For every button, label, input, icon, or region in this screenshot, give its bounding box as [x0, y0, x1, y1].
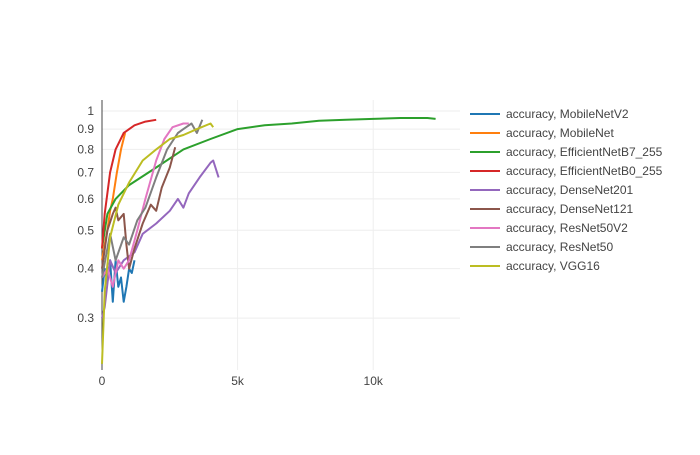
- series-line-resnet50v2: [101, 122, 189, 288]
- y-tick-label: 1: [87, 104, 94, 118]
- legend-swatch: [470, 150, 500, 153]
- legend-label: accuracy, ResNet50: [506, 239, 614, 254]
- legend-item[interactable]: accuracy, ResNet50V2: [470, 218, 662, 237]
- legend-label: accuracy, DenseNet201: [506, 182, 634, 197]
- x-tick-label: 0: [99, 374, 106, 388]
- series-line-densenet201: [101, 159, 220, 319]
- legend-label: accuracy, ResNet50V2: [506, 220, 628, 235]
- legend-item[interactable]: accuracy, MobileNet: [470, 123, 662, 142]
- x-tick-label: 5k: [231, 374, 245, 388]
- legend-swatch: [470, 226, 500, 229]
- legend: accuracy, MobileNetV2 accuracy, MobileNet…: [470, 104, 662, 275]
- legend-swatch: [470, 188, 500, 191]
- legend-swatch: [470, 264, 500, 267]
- legend-label: accuracy, MobileNetV2: [506, 106, 629, 121]
- legend-swatch: [470, 169, 500, 172]
- legend-item[interactable]: accuracy, EfficientNetB7_255: [470, 142, 662, 161]
- legend-item[interactable]: accuracy, ResNet50: [470, 237, 662, 256]
- legend-label: accuracy, VGG16: [506, 258, 600, 273]
- series-line-efficientnetb0_255: [101, 118, 157, 249]
- legend-item[interactable]: accuracy, DenseNet201: [470, 180, 662, 199]
- legend-item[interactable]: accuracy, VGG16: [470, 256, 662, 275]
- legend-item[interactable]: accuracy, MobileNetV2: [470, 104, 662, 123]
- series-line-densenet121: [101, 147, 177, 270]
- y-tick-label: 0.7: [77, 165, 94, 179]
- legend-swatch: [470, 112, 500, 115]
- y-tick-label: 0.9: [77, 122, 94, 136]
- legend-label: accuracy, MobileNet: [506, 125, 614, 140]
- series-line-efficientnetb7_255: [101, 117, 436, 249]
- series-line-vgg16: [101, 122, 215, 364]
- y-tick-label: 0.3: [77, 311, 94, 325]
- legend-label: accuracy, DenseNet121: [506, 201, 634, 216]
- legend-label: accuracy, EfficientNetB0_255: [506, 163, 663, 178]
- legend-item[interactable]: accuracy, DenseNet121: [470, 199, 662, 218]
- legend-swatch: [470, 207, 500, 210]
- y-tick-label: 0.4: [77, 262, 94, 276]
- legend-swatch: [470, 245, 500, 248]
- legend-item[interactable]: accuracy, EfficientNetB0_255: [470, 161, 662, 180]
- x-tick-label: 10k: [364, 374, 384, 388]
- legend-label: accuracy, EfficientNetB7_255: [506, 144, 663, 159]
- legend-swatch: [470, 131, 500, 134]
- series-line-resnet50: [101, 119, 204, 278]
- y-tick-label: 0.5: [77, 223, 94, 237]
- y-tick-label: 0.6: [77, 192, 94, 206]
- y-tick-label: 0.8: [77, 142, 94, 156]
